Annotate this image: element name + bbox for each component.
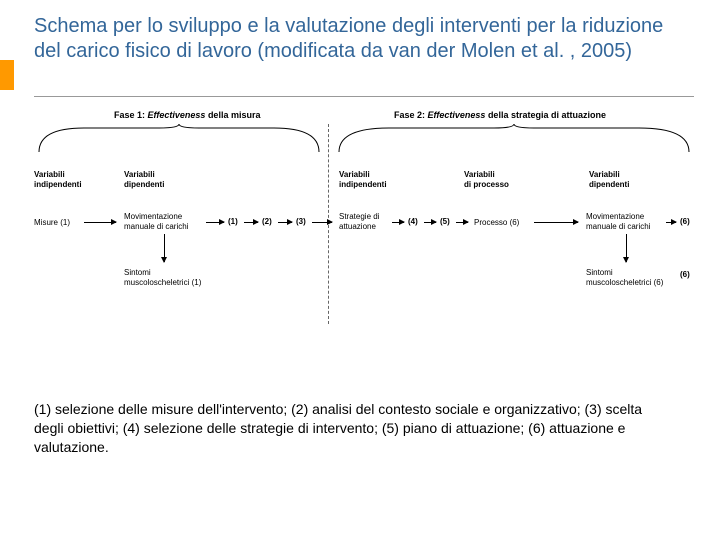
left-col2-head: Variabili dipendenti (124, 170, 164, 189)
phase1-label: Fase 1: Effectiveness della misura (114, 110, 260, 120)
phase2-fase: Fase 2: (394, 110, 425, 120)
left-mov: Movimentazione manuale di carichi (124, 212, 188, 231)
arrow-r-5 (666, 222, 676, 223)
phase2-label: Fase 2: Effectiveness della strategia di… (394, 110, 606, 120)
arrow-mid-b (244, 222, 258, 223)
title-underline (34, 96, 694, 97)
phase1-eff: Effectiveness (148, 110, 206, 120)
arrow-left-down (164, 234, 165, 262)
diagram: Fase 1: Effectiveness della misura Fase … (34, 110, 694, 370)
arrow-r-3 (456, 222, 468, 223)
left-sintomi: Sintomi muscoloscheletrici (1) (124, 268, 201, 287)
right-col1-head: Variabili indipendenti (339, 170, 387, 189)
phase1-fase: Fase 1: (114, 110, 145, 120)
mid1: (1) (228, 217, 238, 227)
page-title: Schema per lo sviluppo e la valutazione … (34, 14, 694, 64)
arrow-mid-a (206, 222, 224, 223)
arrow-r-2 (424, 222, 436, 223)
phase2-eff: Effectiveness (428, 110, 486, 120)
phase2-rest: della strategia di attuazione (488, 110, 606, 120)
right-mov: Movimentazione manuale di carichi (586, 212, 650, 231)
arrow-mid-d (312, 222, 332, 223)
arrow-right-down (626, 234, 627, 262)
brace-phase2 (334, 124, 694, 154)
phase1-rest: della misura (208, 110, 261, 120)
footnote: (1) selezione delle misure dell'interven… (34, 400, 674, 457)
arrow-r-4 (534, 222, 578, 223)
mid4: (4) (408, 217, 418, 227)
left-misure: Misure (1) (34, 218, 70, 228)
right-strategie: Strategie di attuazione (339, 212, 379, 231)
right-col3-head: Variabili dipendenti (589, 170, 629, 189)
mid2: (2) (262, 217, 272, 227)
accent-bar (0, 60, 14, 90)
left-col1-head: Variabili indipendenti (34, 170, 82, 189)
right-sintomi: Sintomi muscoloscheletrici (6) (586, 268, 663, 287)
arrow-r-1 (392, 222, 404, 223)
end6a: (6) (680, 217, 690, 227)
right-col2-head: Variabili di processo (464, 170, 509, 189)
mid5: (5) (440, 217, 450, 227)
right-processo: Processo (6) (474, 218, 519, 228)
arrow-left-1 (84, 222, 116, 223)
arrow-mid-c (278, 222, 292, 223)
mid3: (3) (296, 217, 306, 227)
brace-phase1 (34, 124, 324, 154)
end6b: (6) (680, 270, 690, 280)
